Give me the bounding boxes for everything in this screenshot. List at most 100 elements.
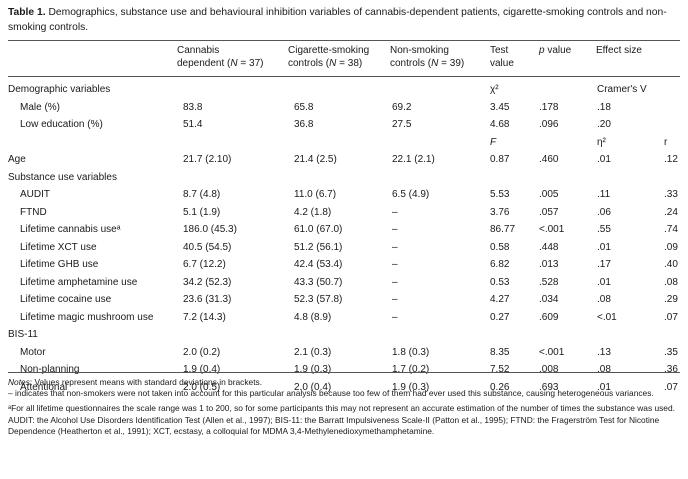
table-cell: 0.53 (490, 276, 510, 288)
table-cell: <.01 (597, 311, 617, 323)
table-cell: 1.9 (0.3) (294, 364, 332, 375)
table-cell: 3.76 (490, 206, 510, 218)
col-header-cannabis-line2: dependent (N = 37) (177, 58, 264, 69)
table-cell: .08 (664, 276, 678, 288)
table-label: Table 1. (8, 7, 46, 18)
table-cell: 42.4 (53.4) (294, 259, 343, 270)
table-cell: 21.7 (2.10) (183, 154, 232, 165)
table-cell: 36.8 (294, 119, 314, 130)
table-cell: 43.3 (50.7) (294, 276, 343, 288)
table-cell: 34.2 (52.3) (183, 276, 232, 288)
table-cell: 5.1 (1.9) (183, 206, 221, 218)
table-title: Demographics, substance use and behaviou… (8, 7, 667, 33)
table-cell: .460 (539, 154, 559, 165)
table-cell: .24 (664, 206, 678, 218)
table-cell: 3.45 (490, 101, 510, 113)
table-notes: Notes: Values represent means with stand… (8, 377, 680, 437)
table-cell: – (392, 276, 398, 288)
col-header-cigarette: Cigarette-smoking controls (N = 38) (288, 44, 369, 70)
note-values-text: : Values represent means with standard d… (29, 377, 263, 387)
row-label: Lifetime XCT use (20, 241, 97, 253)
table-cell: .096 (539, 119, 559, 130)
table-cell: <.001 (539, 224, 565, 235)
row-label: Age (8, 154, 26, 165)
table-cell: 52.3 (57.8) (294, 294, 343, 305)
table-cell: – (392, 311, 398, 323)
row-label: FTND (20, 206, 47, 218)
row-label: Non-planning (20, 364, 80, 375)
table-cell: 40.5 (54.5) (183, 241, 232, 253)
row-label: Lifetime cocaine use (20, 294, 112, 305)
table-cell: .20 (597, 119, 611, 130)
table-cell: – (392, 206, 398, 218)
table-cell: – (392, 241, 398, 253)
table-cell: <.001 (539, 346, 565, 358)
table-cell: Cramer's V (597, 84, 647, 95)
table-cell: 2.0 (0.5) (183, 381, 221, 393)
table-cell: .528 (539, 276, 559, 288)
table-cell: 4.8 (8.9) (294, 311, 332, 323)
table-cell: r (664, 136, 668, 148)
table-cell: .448 (539, 241, 559, 253)
table-cell: .33 (664, 189, 678, 200)
col-header-cannabis-line1: Cannabis (177, 45, 220, 56)
table-cell: .01 (597, 241, 611, 253)
table-cell: 2.0 (0.2) (183, 346, 221, 358)
note-dash: – indicates that non-smokers were not ta… (8, 388, 654, 399)
col-header-test: Test value (490, 44, 514, 70)
row-label: Lifetime GHB use (20, 259, 99, 270)
row-label: Attentional (20, 381, 68, 393)
table-cell: .08 (597, 294, 611, 305)
table-cell: .08 (597, 364, 611, 375)
table-cell: .74 (664, 224, 678, 235)
col-header-effect: Effect size (596, 45, 642, 56)
table-cell: 22.1 (2.1) (392, 154, 435, 165)
table-cell: .18 (597, 101, 611, 113)
col-header-test-line1: Test (490, 45, 509, 56)
table-cell: 11.0 (6.7) (294, 189, 337, 200)
table-cell: .01 (597, 381, 611, 393)
row-label: Lifetime magic mushroom use (20, 311, 154, 323)
row-label: BIS-11 (8, 329, 38, 340)
table-cell: 51.4 (183, 119, 203, 130)
table-cell: F (490, 136, 497, 148)
row-label: Male (%) (20, 101, 61, 113)
table-cell: .40 (664, 259, 678, 270)
table-cell: .12 (664, 154, 678, 165)
col-header-cannabis: Cannabis dependent (N = 37) (177, 44, 263, 70)
table-cell: .11 (597, 189, 611, 200)
table-cell: 23.6 (31.3) (183, 294, 232, 305)
table-cell: .13 (597, 346, 611, 358)
table-cell: – (392, 224, 398, 235)
table-cell: 0.58 (490, 241, 510, 253)
col-header-nonsmoking-line2: controls (N = 39) (390, 58, 465, 69)
table-cell: .008 (539, 364, 559, 375)
table-cell: 4.27 (490, 294, 510, 305)
table-cell: .693 (539, 381, 559, 393)
table-cell: 1.8 (0.3) (392, 346, 430, 358)
header-rule (8, 76, 680, 77)
table-cell: 186.0 (45.3) (183, 224, 237, 235)
table-cell: .034 (539, 294, 559, 305)
note-lifetime: ᵃFor all lifetime questionnaires the sca… (8, 403, 675, 414)
table-cell: 6.5 (4.9) (392, 189, 430, 200)
note-values-label: Notes (8, 377, 30, 387)
row-label: Low education (%) (20, 119, 103, 130)
top-rule (8, 40, 680, 41)
table-cell: .36 (664, 364, 678, 375)
table-cell: .609 (539, 311, 559, 323)
table-cell: .178 (539, 101, 559, 113)
table-cell: 0.87 (490, 154, 510, 165)
table-cell: – (392, 294, 398, 305)
table-caption: Table 1. Demographics, substance use and… (8, 5, 684, 35)
col-header-nonsmoking-line1: Non-smoking (390, 45, 449, 56)
table-cell: 27.5 (392, 119, 412, 130)
row-label: Substance use variables (8, 171, 117, 183)
table-cell: 83.8 (183, 101, 203, 113)
col-header-test-line2: value (490, 58, 514, 69)
row-label: AUDIT (20, 189, 50, 200)
col-header-cigarette-line1: Cigarette-smoking (288, 45, 370, 56)
table-cell: .005 (539, 189, 559, 200)
bottom-rule (8, 372, 680, 373)
table-cell: 6.82 (490, 259, 510, 270)
